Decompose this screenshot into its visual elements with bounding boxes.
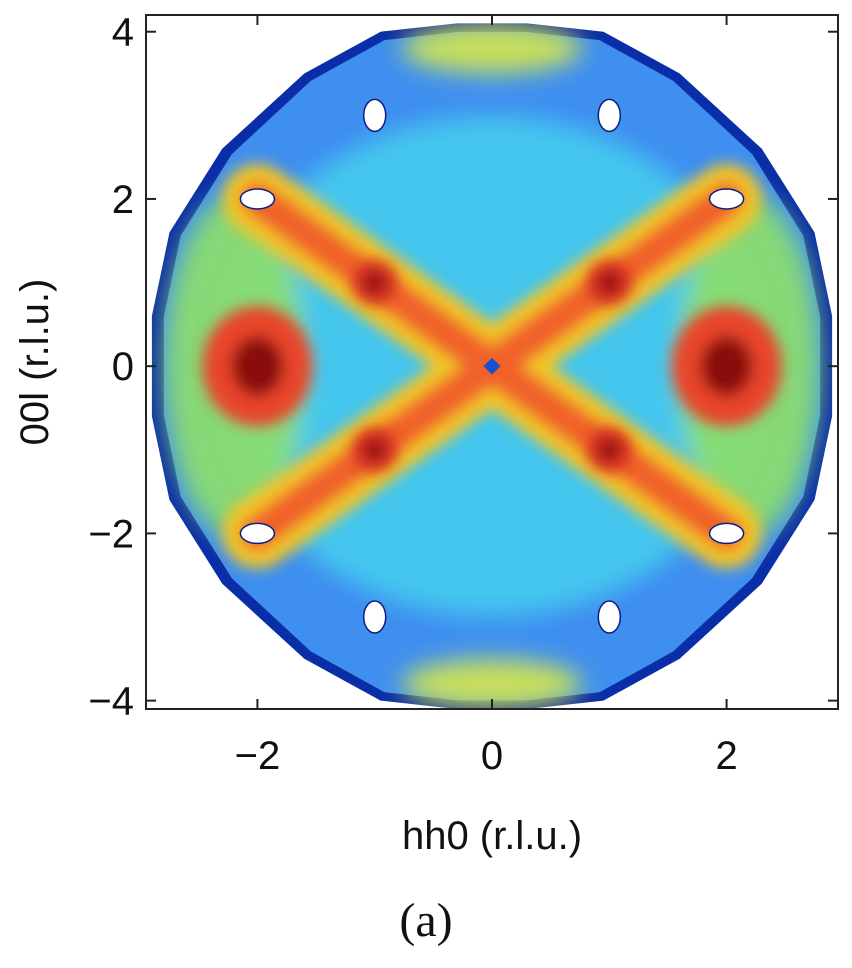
y-tick-label: −2: [88, 512, 134, 556]
maximum-core-2: [364, 272, 385, 293]
intensity-field: [163, 23, 821, 709]
x-tick-label: 2: [715, 734, 737, 778]
y-axis-title: 00l (r.l.u.): [13, 279, 57, 446]
x-tick-label: −2: [235, 734, 281, 778]
masked-peak-6: [362, 600, 387, 634]
tick-labels: −2 0 2 −4 −2 0 2 4: [88, 11, 737, 778]
masked-peak-5: [708, 522, 745, 545]
masked-peak-4: [239, 522, 276, 545]
plot-frame: [145, 14, 839, 710]
central-minimum: [483, 357, 501, 375]
x-tick-label: 0: [481, 734, 503, 778]
maximum-core-0: [231, 336, 284, 397]
masked-peak-0: [362, 98, 387, 133]
heatmap: [151, 23, 833, 709]
y-tick-label: 0: [112, 345, 134, 389]
maximum-core-5: [599, 439, 620, 460]
axis-ticks: [146, 15, 838, 709]
masked-peak-2: [239, 188, 276, 210]
y-tick-label: 4: [112, 11, 134, 55]
maximum-core-3: [599, 272, 620, 293]
maxima-layer: [202, 260, 782, 472]
panel-label: (a): [399, 894, 453, 947]
masked-peak-7: [597, 600, 622, 634]
masked-peak-1: [597, 98, 622, 133]
y-tick-label: −4: [88, 680, 134, 724]
masked-peaks: [239, 98, 745, 634]
y-tick-label: 2: [112, 178, 134, 222]
x-axis-title: hh0 (r.l.u.): [402, 814, 582, 858]
masked-peak-3: [708, 188, 745, 210]
maximum-core-4: [364, 439, 385, 460]
maximum-core-1: [700, 336, 753, 397]
